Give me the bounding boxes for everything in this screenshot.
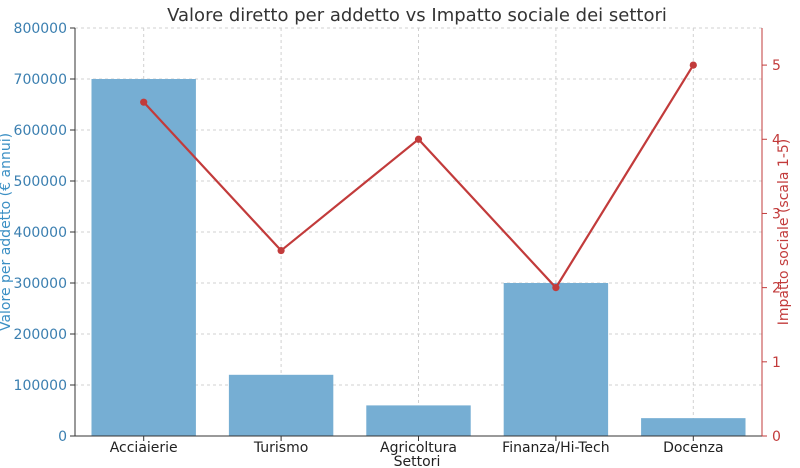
y-tick-label: 700000 <box>14 72 67 88</box>
y2-tick-label: 5 <box>772 58 781 74</box>
impact-point <box>689 61 697 69</box>
axis-layer: 0 100000 200000 300000 400000 500000 600000 700… <box>14 21 781 456</box>
y-tick-label: 300000 <box>14 276 67 292</box>
line-layer <box>140 61 697 292</box>
chart-title: Valore diretto per addetto vs Impatto so… <box>167 5 667 26</box>
y-tick-label: 500000 <box>14 174 67 190</box>
y2-tick-label: 4 <box>772 132 781 148</box>
x-tick-label: Turismo <box>253 440 308 456</box>
bar-layer <box>91 79 746 436</box>
y2-tick-label: 1 <box>772 355 781 371</box>
x-tick-label: Acciaierie <box>110 440 178 456</box>
x-tick-label: Docenza <box>663 440 723 456</box>
bar <box>503 283 609 436</box>
y-tick-label: 600000 <box>14 123 67 139</box>
y-tick-label: 400000 <box>14 225 67 241</box>
y-tick-label: 100000 <box>14 378 67 394</box>
impact-point <box>277 246 285 255</box>
bar <box>366 405 471 436</box>
x-axis-label: Settori <box>394 454 441 468</box>
y-tick-label: 0 <box>58 429 67 445</box>
y2-axis-label: Impatto sociale (scala 1-5) <box>776 139 792 325</box>
y-axis-label: Valore per addetto (€ annui) <box>0 133 14 331</box>
x-tick-label: Agricoltura <box>380 440 457 456</box>
bar <box>91 79 196 436</box>
y2-tick-label: 2 <box>772 281 781 297</box>
bar <box>641 418 746 436</box>
impact-point <box>140 98 148 106</box>
impact-line <box>142 64 695 290</box>
y2-tick-label: 0 <box>772 429 781 445</box>
y-tick-label: 800000 <box>14 21 67 37</box>
impact-point <box>414 135 423 143</box>
y2-tick-label: 3 <box>772 206 781 222</box>
y-tick-label: 200000 <box>14 327 67 343</box>
bar <box>228 374 334 436</box>
impact-point <box>552 284 560 292</box>
x-tick-label: Finanza/Hi-Tech <box>502 440 609 456</box>
